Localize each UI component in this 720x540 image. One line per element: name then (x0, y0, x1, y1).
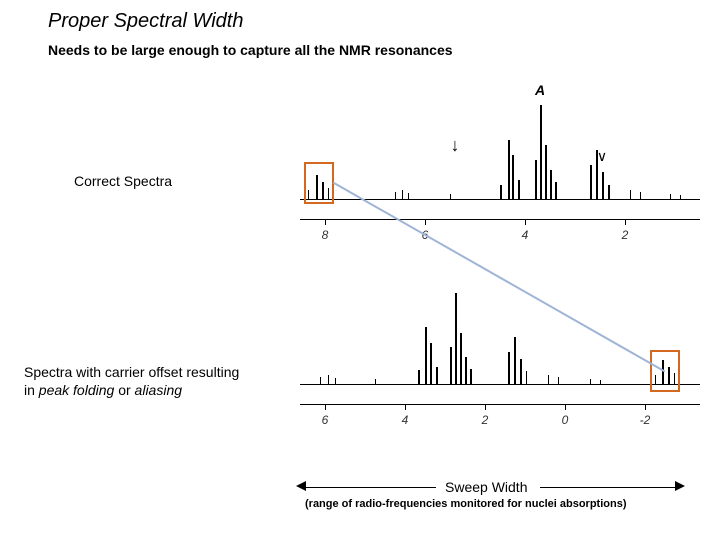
axis-tick-label: 2 (622, 228, 629, 242)
axis-line-bottom (300, 404, 700, 405)
folding-line2-mid: or (114, 382, 134, 398)
highlight-box-bottom (650, 350, 680, 392)
peak (465, 357, 467, 385)
axis-tick-label: 0 (562, 413, 569, 427)
peak (418, 370, 420, 385)
axis-tick (565, 405, 566, 410)
peak (508, 140, 510, 200)
folding-spectra-label: Spectra with carrier offset resulting in… (24, 363, 239, 399)
sweep-arrow-segment-right (540, 487, 675, 488)
axis-tick (485, 405, 486, 410)
correct-spectra-label: Correct Spectra (74, 173, 172, 189)
axis-tick (645, 405, 646, 410)
highlight-box-top (304, 162, 334, 204)
axis-tick (405, 405, 406, 410)
peak (450, 347, 452, 385)
folding-line2-pre: in (24, 382, 39, 398)
peak (514, 337, 516, 385)
axis-tick (425, 220, 426, 225)
folding-line2-italic1: peak folding (39, 382, 115, 398)
peak (460, 333, 462, 385)
axis-tick (325, 220, 326, 225)
peak (526, 371, 527, 385)
arrow-down-icon: ↓ (451, 135, 460, 156)
peak (555, 182, 557, 200)
peak (550, 170, 552, 200)
peak (540, 105, 542, 200)
peak (470, 369, 472, 385)
baseline-bottom (300, 384, 700, 385)
sweep-width-label: Sweep Width (445, 479, 527, 495)
page-subtitle: Needs to be large enough to capture all … (48, 42, 453, 58)
spectrum-correct: A ↓ ∨ 8642 (300, 90, 700, 220)
axis-tick-label: 4 (522, 228, 529, 242)
sweep-arrow-left-icon (296, 481, 306, 491)
peak (436, 367, 438, 385)
axis-tick (625, 220, 626, 225)
sweep-arrow-right-icon (675, 481, 685, 491)
axis-tick (525, 220, 526, 225)
peak (545, 145, 547, 200)
peak (500, 185, 502, 200)
folding-line2-italic2: aliasing (135, 382, 182, 398)
peak (512, 155, 514, 200)
peak (518, 180, 520, 200)
peak (508, 352, 510, 385)
peak (602, 172, 604, 200)
peak (520, 359, 522, 385)
axis-line-top (300, 219, 700, 220)
peak (608, 185, 610, 200)
marker-a: A (535, 82, 545, 98)
axis-tick-label: 6 (422, 228, 429, 242)
page-title: Proper Spectral Width (48, 10, 243, 33)
peak (455, 293, 457, 385)
axis-tick-label: 4 (402, 413, 409, 427)
peak (596, 150, 598, 200)
axis-tick (325, 405, 326, 410)
folding-line1: Spectra with carrier offset resulting (24, 364, 239, 380)
peak (425, 327, 427, 385)
connector-line (0, 0, 720, 540)
spectrum-folded: 6420-2 (300, 275, 700, 405)
caret-marker: ∨ (597, 148, 607, 165)
peak (535, 160, 537, 200)
peak (590, 165, 592, 200)
axis-tick-label: -2 (640, 413, 651, 427)
axis-tick-label: 2 (482, 413, 489, 427)
baseline-top (300, 199, 700, 200)
sweep-arrow-segment-left (306, 487, 436, 488)
sweep-footnote: (range of radio-frequencies monitored fo… (305, 498, 626, 510)
axis-tick-label: 8 (322, 228, 329, 242)
peak (430, 343, 432, 385)
axis-tick-label: 6 (322, 413, 329, 427)
